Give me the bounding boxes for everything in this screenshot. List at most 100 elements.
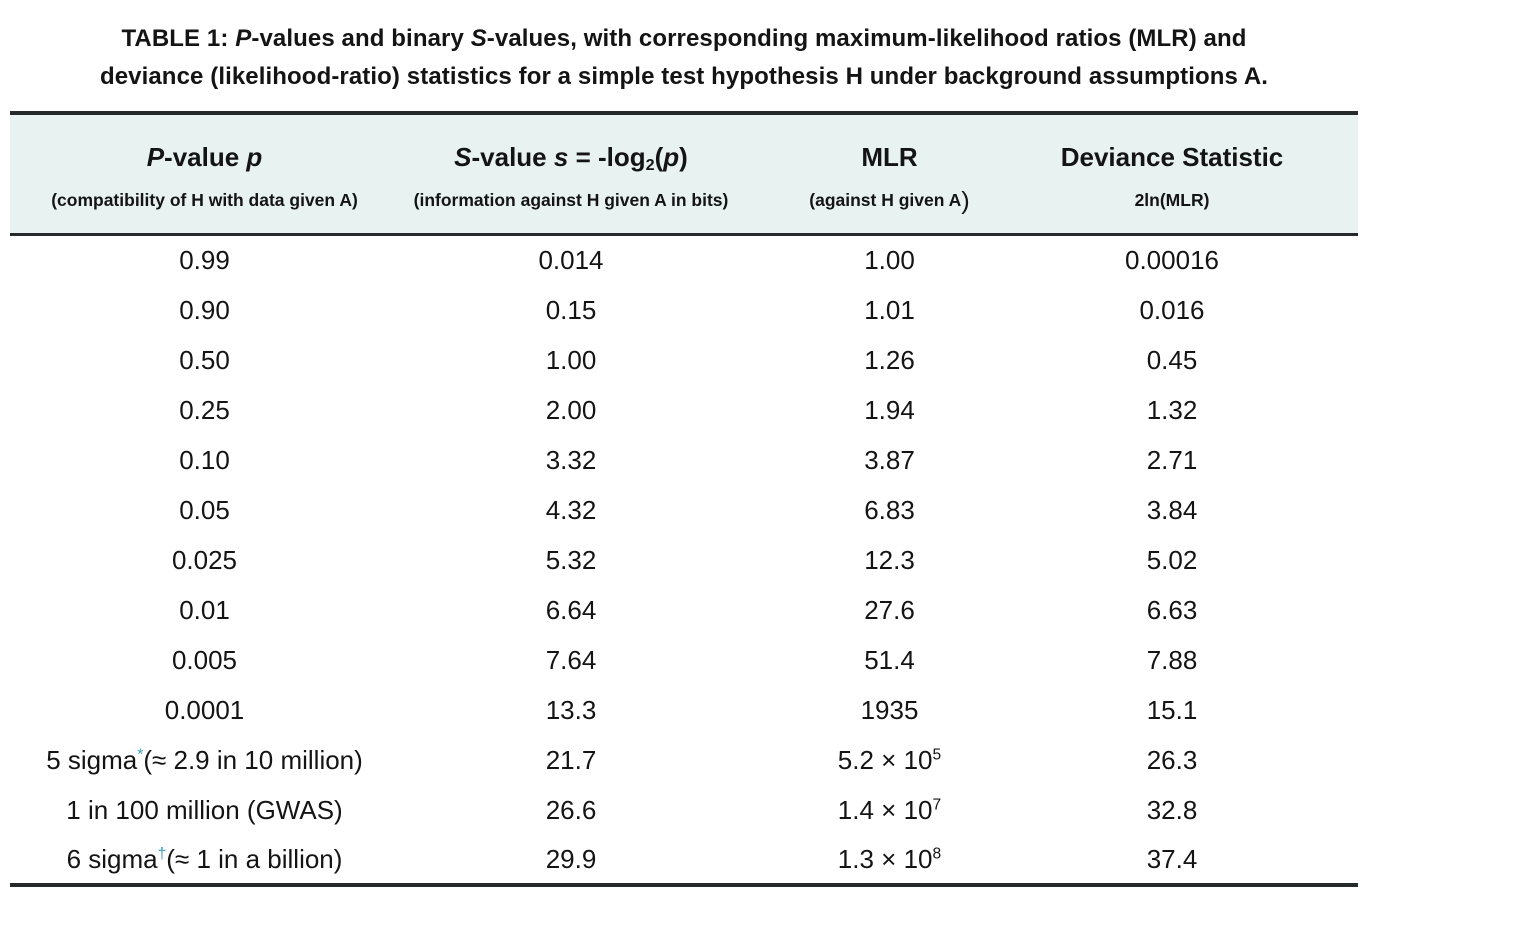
text-segment: p — [663, 142, 680, 172]
text-segment: 6.83 — [864, 494, 915, 525]
table-row: 0.05 4.32 6.83 3.84 — [10, 485, 1358, 535]
value-cell: 6.83 — [743, 485, 1036, 535]
row-label-cell: 0.50 — [10, 335, 399, 385]
column-subtitle: (information against H given A in bits) — [399, 189, 743, 211]
text-segment: S — [454, 142, 472, 172]
text-segment: 1 in 100 million (GWAS) — [66, 794, 343, 825]
table-row: 1 in 100 million (GWAS) 26.6 1.4 × 107 32.8 — [10, 785, 1358, 835]
table-row: 0.005 7.64 51.4 7.88 — [10, 635, 1358, 685]
text-segment: 0.014 — [538, 245, 604, 276]
value-cell: 1.00 — [743, 235, 1036, 285]
text-segment: 12.3 — [864, 544, 915, 575]
column-subtitle: (against H given A) — [743, 188, 1036, 213]
column-header-deviance: Deviance Statistic 2ln(MLR) — [1036, 111, 1358, 236]
table-caption: TABLE 1: P-values and binary S-values, w… — [10, 20, 1358, 96]
value-cell: 5.2 × 105 — [743, 735, 1036, 785]
value-cell: 0.00016 — [1036, 235, 1358, 285]
text-segment: 6 sigma — [66, 843, 158, 874]
value-cell: 26.6 — [399, 785, 743, 835]
value-cell: 1.00 — [399, 335, 743, 385]
text-segment: 7.88 — [1146, 644, 1198, 675]
text-segment: 15.1 — [1146, 694, 1198, 725]
text-segment: 6.64 — [545, 594, 597, 625]
value-cell: 1.94 — [743, 385, 1036, 435]
row-label-cell: 0.01 — [10, 585, 399, 635]
caption-label: TABLE 1 — [121, 25, 221, 52]
text-segment: 0.15 — [545, 294, 597, 325]
text-segment: (≈ 1 in a billion) — [166, 843, 343, 874]
value-cell: 5.32 — [399, 535, 743, 585]
text-segment: -value — [164, 142, 247, 172]
value-cell: 0.014 — [399, 235, 743, 285]
text-segment: : — [220, 25, 236, 52]
column-title: S-value s = -log2(p) — [399, 141, 743, 173]
value-cell: 1.4 × 107 — [743, 785, 1036, 835]
text-segment: 32.8 — [1146, 794, 1198, 825]
column-header-mlr: MLR (against H given A) — [743, 111, 1036, 236]
header-row: P-value p (compatibility of H with data g… — [10, 111, 1358, 236]
row-label-cell: 0.005 — [10, 635, 399, 685]
text-segment: 5.32 — [545, 544, 597, 575]
text-segment: 26.6 — [545, 794, 597, 825]
text-segment: Deviance Statistic — [1060, 142, 1284, 172]
value-cell: 26.3 — [1036, 735, 1358, 785]
table-row: 5 sigma*(≈ 2.9 in 10 million) 21.7 5.2 × 1… — [10, 735, 1358, 785]
text-segment: s — [553, 142, 569, 172]
text-segment: 1.00 — [545, 344, 597, 375]
value-cell: 6.64 — [399, 585, 743, 635]
text-segment: 13.3 — [545, 694, 597, 725]
column-subtitle: 2ln(MLR) — [1036, 189, 1308, 211]
text-segment: 0.00016 — [1125, 245, 1219, 276]
text-segment: P — [235, 25, 252, 52]
text-segment: 0.10 — [179, 444, 230, 475]
value-cell: 1.01 — [743, 285, 1036, 335]
row-label-cell: 0.90 — [10, 285, 399, 335]
text-segment: 5 sigma — [46, 744, 138, 775]
table-row: 0.0001 13.3 1935 15.1 — [10, 685, 1358, 735]
text-segment: 0.50 — [179, 344, 230, 375]
text-segment: 1.01 — [864, 294, 915, 325]
row-label-cell: 5 sigma*(≈ 2.9 in 10 million) — [10, 735, 399, 785]
value-cell: 1935 — [743, 685, 1036, 735]
text-segment: 37.4 — [1146, 843, 1198, 874]
text-segment: 0.05 — [179, 494, 230, 525]
text-segment: 4.32 — [545, 494, 597, 525]
column-header-p-value: P-value p (compatibility of H with data g… — [10, 111, 399, 236]
text-segment: 5 — [932, 745, 942, 763]
row-label-cell: 0.10 — [10, 435, 399, 485]
table-row: 0.50 1.00 1.26 0.45 — [10, 335, 1358, 385]
text-segment: 7 — [932, 795, 942, 813]
text-segment: P — [146, 142, 165, 172]
value-cell: 1.26 — [743, 335, 1036, 385]
value-cell: 15.1 — [1036, 685, 1358, 735]
text-segment: 0.90 — [179, 294, 230, 325]
value-cell: 32.8 — [1036, 785, 1358, 835]
text-segment: 29.9 — [545, 843, 597, 874]
text-segment: -value — [471, 142, 554, 172]
text-segment: ) — [961, 187, 970, 216]
text-segment: 0.01 — [179, 594, 230, 625]
text-segment: 1.3 × 10 — [837, 843, 933, 874]
value-cell: 2.71 — [1036, 435, 1358, 485]
row-label-cell: 6 sigma†(≈ 1 in a billion) — [10, 834, 399, 887]
text-segment: 5.02 — [1146, 544, 1198, 575]
value-cell: 51.4 — [743, 635, 1036, 685]
stats-table: P-value p (compatibility of H with data g… — [10, 111, 1358, 887]
value-cell: 3.32 — [399, 435, 743, 485]
row-label-cell: 0.025 — [10, 535, 399, 585]
text-segment: 2.71 — [1146, 444, 1198, 475]
value-cell: 2.00 — [399, 385, 743, 435]
table-body: 0.99 0.014 1.00 0.00016 0.90 0.15 1.01 0.016 0.5… — [10, 235, 1358, 887]
value-cell: 29.9 — [399, 834, 743, 887]
text-segment: 21.7 — [545, 744, 597, 775]
value-cell: 21.7 — [399, 735, 743, 785]
table-row: 6 sigma†(≈ 1 in a billion) 29.9 1.3 × 108 3… — [10, 834, 1358, 887]
text-segment: (≈ 2.9 in 10 million) — [143, 744, 363, 775]
value-cell: 0.016 — [1036, 285, 1358, 335]
value-cell: 0.45 — [1036, 335, 1358, 385]
text-segment: 7.64 — [545, 644, 597, 675]
text-segment: 5.2 × 10 — [837, 744, 933, 775]
value-cell: 6.63 — [1036, 585, 1358, 635]
value-cell: 27.6 — [743, 585, 1036, 635]
